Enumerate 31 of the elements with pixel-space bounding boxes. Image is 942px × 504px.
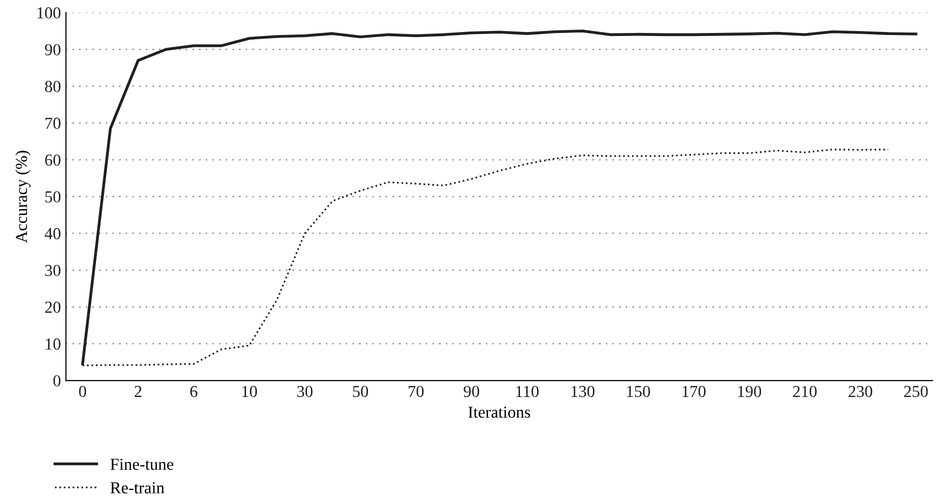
y-tick-label: 70 xyxy=(46,118,60,129)
x-tick-label: 190 xyxy=(738,386,762,398)
x-tick-label: 0 xyxy=(79,386,86,398)
x-tick-label: 110 xyxy=(516,386,539,398)
x-tick-label: 70 xyxy=(408,386,424,398)
y-tick-label: 100 xyxy=(38,7,60,19)
y-axis-title: Accuracy (%) xyxy=(15,150,31,243)
y-tick-label: 60 xyxy=(45,154,60,166)
legend-label: Re-train xyxy=(110,482,164,494)
y-tick-label: 90 xyxy=(44,44,60,56)
x-tick-label: 10 xyxy=(242,386,257,398)
x-tick-label: 250 xyxy=(904,386,928,398)
x-tick-label: 230 xyxy=(848,386,872,398)
x-tick-label: 90 xyxy=(464,386,480,398)
x-tick-label: 2 xyxy=(134,386,142,397)
x-axis-title: Iterations xyxy=(468,406,530,418)
x-tick-label: 150 xyxy=(627,386,650,398)
y-tick-label: 80 xyxy=(45,80,60,92)
x-tick-label: 170 xyxy=(682,386,706,398)
x-tick-label: 30 xyxy=(297,386,313,398)
y-tick-label: 10 xyxy=(46,338,60,350)
y-tick-label: 0 xyxy=(53,375,60,386)
x-tick-label: 50 xyxy=(353,386,368,398)
x-tick-label: 210 xyxy=(793,386,817,398)
y-tick-label: 50 xyxy=(45,191,60,203)
x-tick-label: 130 xyxy=(572,386,594,398)
y-tick-label: 30 xyxy=(45,264,60,276)
y-tick-label: 20 xyxy=(45,302,60,313)
legend-label: Fine-tune xyxy=(110,458,174,470)
y-tick-label: 40 xyxy=(44,228,60,240)
x-tick-label: 6 xyxy=(190,386,198,398)
